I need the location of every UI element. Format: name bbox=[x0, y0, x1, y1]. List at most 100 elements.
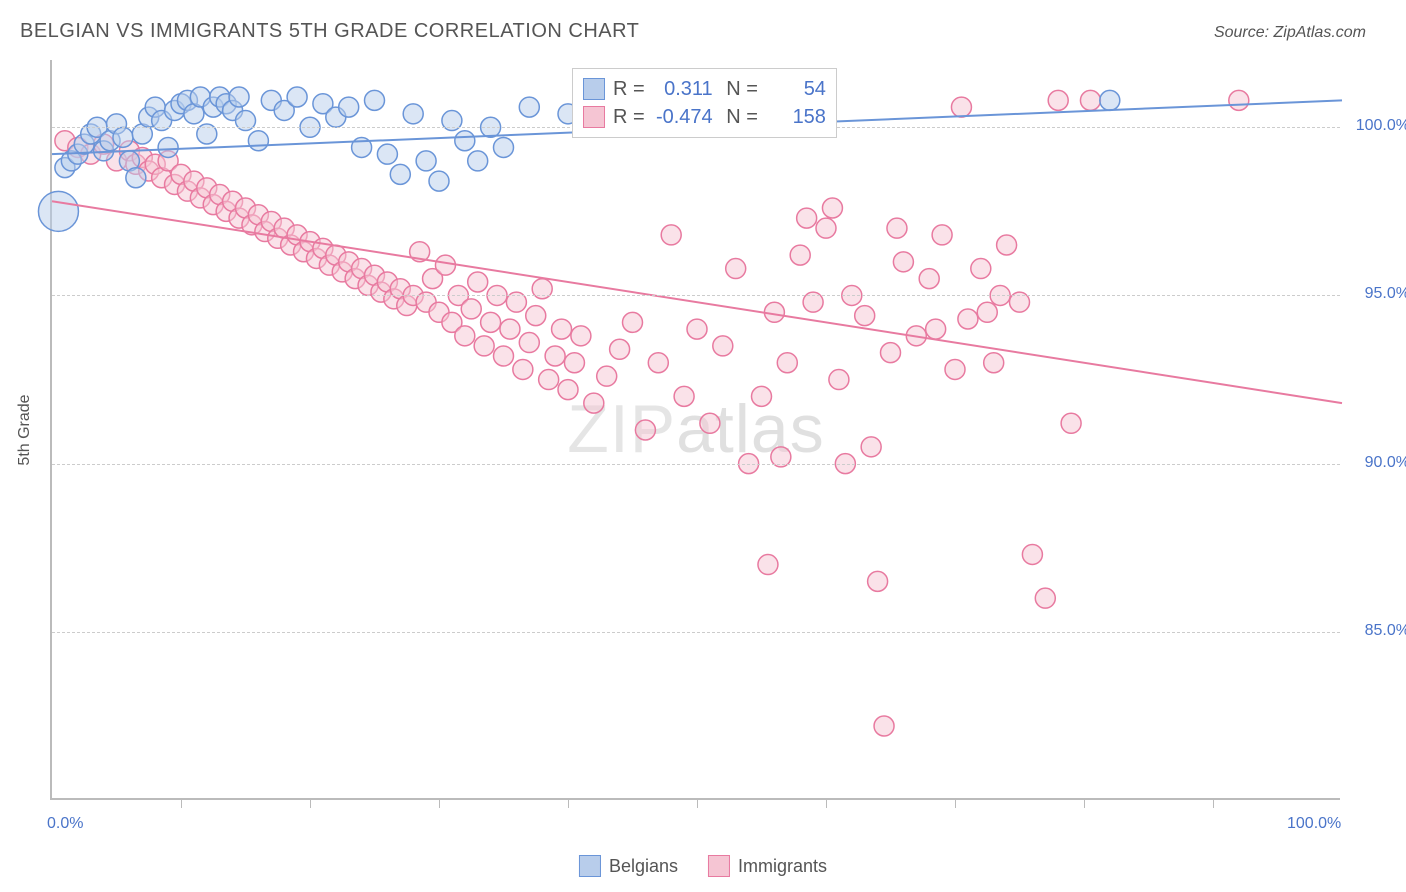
data-point bbox=[474, 336, 494, 356]
data-point bbox=[1022, 544, 1042, 564]
data-point bbox=[1080, 90, 1100, 110]
chart-title: BELGIAN VS IMMIGRANTS 5TH GRADE CORRELAT… bbox=[20, 20, 639, 43]
legend-item: Belgians bbox=[579, 855, 678, 877]
x-tick bbox=[697, 798, 698, 808]
data-point bbox=[416, 151, 436, 171]
scatter-svg bbox=[52, 60, 1340, 798]
data-point bbox=[519, 97, 539, 117]
data-point bbox=[38, 191, 78, 231]
data-point bbox=[932, 225, 952, 245]
y-tick-label: 100.0% bbox=[1356, 117, 1406, 135]
data-point bbox=[455, 326, 475, 346]
data-point bbox=[797, 208, 817, 228]
data-point bbox=[919, 269, 939, 289]
data-point bbox=[545, 346, 565, 366]
data-point bbox=[113, 127, 133, 147]
data-point bbox=[610, 339, 630, 359]
data-point bbox=[365, 90, 385, 110]
data-point bbox=[552, 319, 572, 339]
data-point bbox=[777, 353, 797, 373]
data-point bbox=[558, 380, 578, 400]
data-point bbox=[403, 104, 423, 124]
data-point bbox=[339, 97, 359, 117]
data-point bbox=[158, 137, 178, 157]
data-point bbox=[248, 131, 268, 151]
data-point bbox=[500, 319, 520, 339]
legend-stats-box: R =0.311 N =54R =-0.474 N =158 bbox=[572, 68, 837, 138]
data-point bbox=[971, 259, 991, 279]
gridline bbox=[52, 632, 1340, 633]
data-point bbox=[623, 312, 643, 332]
x-tick bbox=[826, 798, 827, 808]
legend-n-value: 158 bbox=[766, 106, 826, 129]
data-point bbox=[494, 137, 514, 157]
x-tick bbox=[310, 798, 311, 808]
data-point bbox=[571, 326, 591, 346]
legend-n-value: 54 bbox=[766, 78, 826, 101]
data-point bbox=[700, 413, 720, 433]
data-point bbox=[1229, 90, 1249, 110]
data-point bbox=[513, 359, 533, 379]
data-point bbox=[674, 386, 694, 406]
data-point bbox=[481, 312, 501, 332]
data-point bbox=[822, 198, 842, 218]
legend-n-label: N = bbox=[721, 78, 758, 101]
data-point bbox=[816, 218, 836, 238]
y-axis-label: 5th Grade bbox=[16, 394, 34, 465]
data-point bbox=[958, 309, 978, 329]
data-point bbox=[526, 306, 546, 326]
data-point bbox=[945, 359, 965, 379]
trend-line bbox=[52, 201, 1342, 403]
legend-label: Belgians bbox=[609, 856, 678, 877]
data-point bbox=[461, 299, 481, 319]
legend-swatch bbox=[579, 855, 601, 877]
data-point bbox=[887, 218, 907, 238]
data-point bbox=[926, 319, 946, 339]
x-tick bbox=[568, 798, 569, 808]
legend-item: Immigrants bbox=[708, 855, 827, 877]
data-point bbox=[539, 370, 559, 390]
data-point bbox=[435, 255, 455, 275]
chart-plot-area: ZIPatlas 85.0%90.0%95.0%100.0% 0.0%100.0… bbox=[50, 60, 1340, 800]
data-point bbox=[648, 353, 668, 373]
data-point bbox=[874, 716, 894, 736]
data-point bbox=[855, 306, 875, 326]
data-point bbox=[1061, 413, 1081, 433]
legend-row: R =0.311 N =54 bbox=[583, 75, 826, 103]
data-point bbox=[893, 252, 913, 272]
data-point bbox=[790, 245, 810, 265]
x-tick-label: 100.0% bbox=[1287, 815, 1341, 833]
legend-r-label: R = bbox=[613, 78, 645, 101]
data-point bbox=[564, 353, 584, 373]
legend-r-label: R = bbox=[613, 106, 645, 129]
data-point bbox=[726, 259, 746, 279]
legend-n-label: N = bbox=[721, 106, 758, 129]
data-point bbox=[1048, 90, 1068, 110]
x-axis-legend: Belgians Immigrants bbox=[579, 855, 827, 877]
x-tick bbox=[181, 798, 182, 808]
data-point bbox=[429, 171, 449, 191]
legend-r-value: -0.474 bbox=[653, 106, 713, 129]
data-point bbox=[997, 235, 1017, 255]
data-point bbox=[377, 144, 397, 164]
legend-swatch bbox=[583, 106, 605, 128]
data-point bbox=[494, 346, 514, 366]
data-point bbox=[229, 87, 249, 107]
data-point bbox=[868, 571, 888, 591]
data-point bbox=[455, 131, 475, 151]
y-tick-label: 90.0% bbox=[1365, 454, 1406, 472]
gridline bbox=[52, 464, 1340, 465]
gridline bbox=[52, 295, 1340, 296]
data-point bbox=[829, 370, 849, 390]
data-point bbox=[597, 366, 617, 386]
data-point bbox=[861, 437, 881, 457]
legend-label: Immigrants bbox=[738, 856, 827, 877]
legend-swatch bbox=[583, 78, 605, 100]
y-tick-label: 85.0% bbox=[1365, 622, 1406, 640]
data-point bbox=[468, 272, 488, 292]
data-point bbox=[984, 353, 1004, 373]
x-tick bbox=[1084, 798, 1085, 808]
x-tick bbox=[955, 798, 956, 808]
data-point bbox=[1100, 90, 1120, 110]
x-tick bbox=[1213, 798, 1214, 808]
